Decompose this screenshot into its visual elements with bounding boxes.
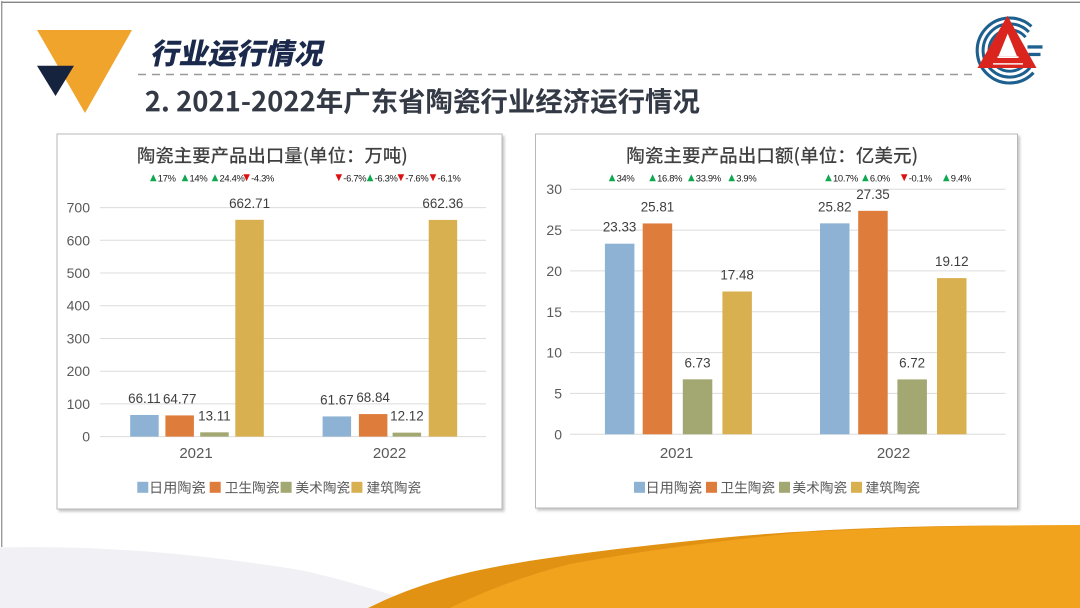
svg-text:6.0%: 6.0% xyxy=(870,172,890,183)
svg-text:16.8%: 16.8% xyxy=(657,172,682,183)
svg-text:9.4%: 9.4% xyxy=(951,172,971,183)
svg-text:662.36: 662.36 xyxy=(422,196,463,211)
svg-text:20: 20 xyxy=(546,263,562,279)
svg-text:3.9%: 3.9% xyxy=(736,172,756,183)
svg-text:68.84: 68.84 xyxy=(356,390,390,405)
svg-text:19.12: 19.12 xyxy=(935,254,969,269)
svg-text:700: 700 xyxy=(67,200,91,216)
svg-text:13.11: 13.11 xyxy=(198,408,231,423)
svg-text:24.4%: 24.4% xyxy=(220,172,245,183)
svg-text:25: 25 xyxy=(546,222,562,238)
svg-text:300: 300 xyxy=(67,331,91,347)
svg-text:662.71: 662.71 xyxy=(229,196,270,211)
svg-text:12.12: 12.12 xyxy=(390,409,424,424)
svg-text:2022: 2022 xyxy=(877,445,910,462)
svg-text:33.9%: 33.9% xyxy=(696,172,721,183)
svg-text:6.73: 6.73 xyxy=(684,355,710,370)
svg-text:10.7%: 10.7% xyxy=(833,172,858,183)
svg-text:500: 500 xyxy=(67,265,91,281)
svg-text:34%: 34% xyxy=(617,172,635,183)
svg-text:600: 600 xyxy=(67,232,91,248)
svg-text:27.35: 27.35 xyxy=(856,187,890,202)
svg-text:5: 5 xyxy=(554,385,562,401)
svg-text:14%: 14% xyxy=(190,172,208,183)
svg-text:25.82: 25.82 xyxy=(818,199,852,214)
svg-text:-6.1%: -6.1% xyxy=(438,172,461,183)
svg-text:-6.7%: -6.7% xyxy=(343,172,366,183)
svg-text:400: 400 xyxy=(67,298,91,314)
svg-text:17%: 17% xyxy=(158,172,176,183)
svg-text:2022: 2022 xyxy=(373,445,406,462)
svg-text:30: 30 xyxy=(546,181,562,197)
svg-text:23.33: 23.33 xyxy=(603,220,637,235)
svg-text:2021: 2021 xyxy=(179,445,212,462)
svg-text:100: 100 xyxy=(67,396,91,412)
svg-text:61.67: 61.67 xyxy=(320,392,354,407)
svg-text:10: 10 xyxy=(546,345,562,361)
svg-text:6.72: 6.72 xyxy=(899,355,925,370)
svg-text:-4.3%: -4.3% xyxy=(251,172,274,183)
svg-text:2021: 2021 xyxy=(660,445,693,462)
svg-text:200: 200 xyxy=(67,363,91,379)
svg-text:-6.3%: -6.3% xyxy=(375,172,398,183)
svg-text:17.48: 17.48 xyxy=(720,268,754,283)
svg-text:25.81: 25.81 xyxy=(641,199,675,214)
svg-text:15: 15 xyxy=(546,304,562,320)
svg-text:0: 0 xyxy=(554,426,562,442)
svg-text:-0.1%: -0.1% xyxy=(909,172,932,183)
svg-text:66.11: 66.11 xyxy=(128,391,161,406)
svg-text:0: 0 xyxy=(82,429,90,445)
svg-text:-7.6%: -7.6% xyxy=(405,172,428,183)
svg-text:64.77: 64.77 xyxy=(163,391,197,406)
